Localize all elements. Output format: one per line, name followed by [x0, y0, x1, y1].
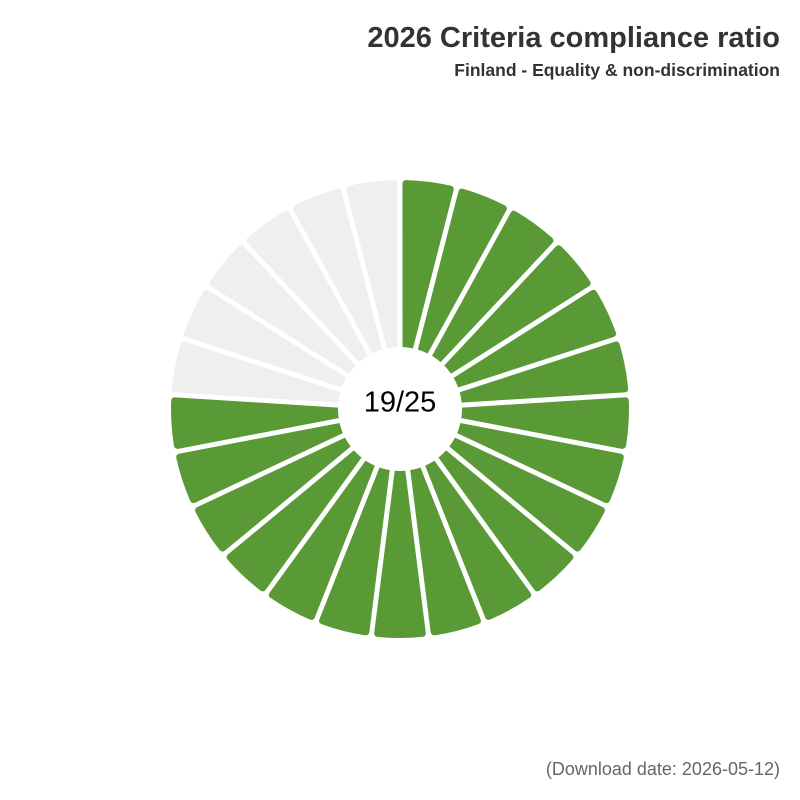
chart-title: 2026 Criteria compliance ratio [367, 22, 780, 54]
segment-met [374, 470, 426, 639]
segment-met [319, 467, 390, 636]
segment-met [402, 180, 454, 349]
segment-met [459, 341, 629, 403]
segment-unmet [246, 210, 368, 363]
download-date: (Download date: 2026-05-12) [545, 759, 780, 779]
segment-met [417, 188, 507, 354]
segment-unmet [171, 341, 341, 403]
segment-met [410, 467, 481, 636]
segment-unmet [183, 289, 347, 388]
segment-met [226, 450, 362, 592]
segment-met [268, 460, 375, 620]
segment-met [438, 450, 574, 592]
center-label: 19/25 [364, 387, 437, 419]
segments-group [171, 180, 629, 639]
segment-met [432, 210, 554, 363]
segment-met [195, 437, 351, 552]
segment-unmet [293, 188, 383, 354]
segment-unmet [346, 180, 398, 349]
segment-met [449, 437, 605, 552]
segment-met [171, 397, 339, 449]
chart-subtitle: Finland - Equality & non-discrimination [454, 60, 780, 80]
segment-met [425, 460, 532, 620]
segment-met [444, 245, 591, 374]
segment-unmet [209, 245, 356, 374]
segment-met [176, 423, 343, 504]
segment-met [457, 423, 624, 504]
segment-met [461, 397, 629, 449]
segment-met [453, 289, 617, 388]
